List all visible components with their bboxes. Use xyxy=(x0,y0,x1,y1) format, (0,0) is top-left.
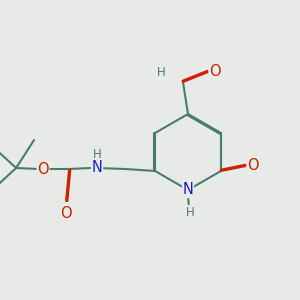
Text: O: O xyxy=(60,206,72,220)
Text: O: O xyxy=(247,158,259,173)
Text: O: O xyxy=(209,64,221,79)
Text: N: N xyxy=(183,182,194,197)
Text: H: H xyxy=(93,148,101,160)
Text: H: H xyxy=(157,65,165,79)
Text: O: O xyxy=(37,161,49,176)
Text: H: H xyxy=(186,206,194,218)
Text: N: N xyxy=(92,160,103,175)
